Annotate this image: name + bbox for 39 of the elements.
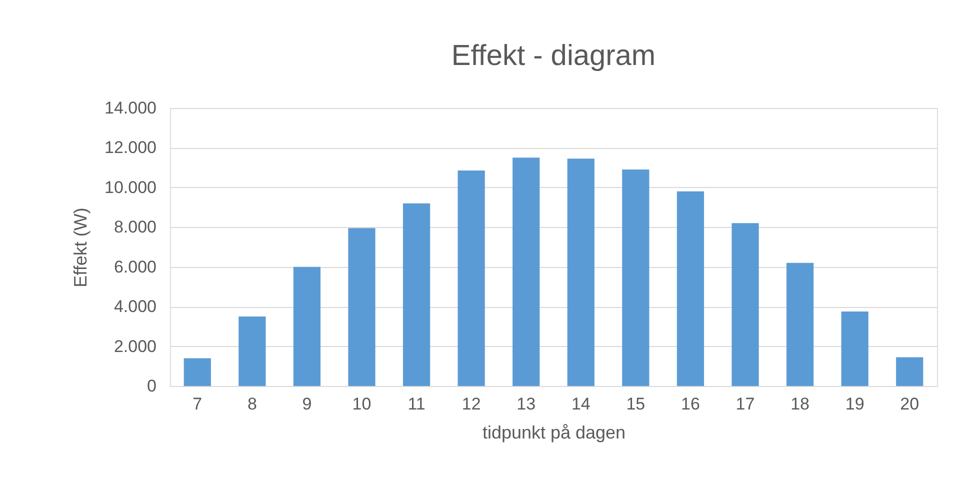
- x-tick-label: 12: [462, 394, 481, 414]
- x-tick-label: 8: [247, 394, 257, 414]
- x-tick-label: 14: [571, 394, 590, 414]
- bar: [238, 316, 266, 386]
- bar: [348, 228, 376, 386]
- bar: [184, 358, 211, 386]
- y-tick-label: 14.000: [104, 98, 156, 118]
- chart-title: Effekt - diagram: [451, 40, 656, 72]
- bar: [512, 158, 540, 386]
- bar: [567, 158, 594, 386]
- x-tick-label: 19: [845, 394, 864, 414]
- bar: [402, 203, 430, 386]
- x-tick-label: 11: [408, 394, 426, 414]
- bar: [458, 170, 485, 386]
- x-tick-label: 7: [192, 394, 202, 414]
- y-axis-title: Effekt (W): [70, 208, 91, 288]
- x-tick-label: 16: [681, 394, 700, 414]
- y-tick-label: 8.000: [114, 218, 156, 237]
- bar: [896, 357, 924, 386]
- x-tick-label: 15: [626, 394, 646, 414]
- x-tick-label: 9: [302, 394, 312, 414]
- bar: [676, 191, 704, 386]
- x-tick-label: 17: [736, 394, 755, 414]
- bar: [841, 312, 868, 386]
- x-axis-title: tidpunkt på dagen: [482, 422, 626, 442]
- x-tick-label: 13: [516, 394, 536, 414]
- bar: [786, 262, 814, 386]
- x-tick-label: 18: [790, 394, 810, 414]
- bar: [732, 223, 759, 386]
- y-tick-label: 12.000: [104, 138, 156, 158]
- x-tick-label: 10: [352, 394, 372, 414]
- y-tick-label: 2.000: [114, 336, 156, 356]
- bar: [293, 266, 321, 386]
- y-tick-label: 10.000: [104, 178, 156, 197]
- x-tick-label: 20: [900, 394, 920, 414]
- y-tick-label: 0: [147, 376, 156, 396]
- y-tick-label: 6.000: [114, 257, 156, 276]
- y-tick-label: 4.000: [114, 297, 156, 316]
- bar: [622, 170, 650, 386]
